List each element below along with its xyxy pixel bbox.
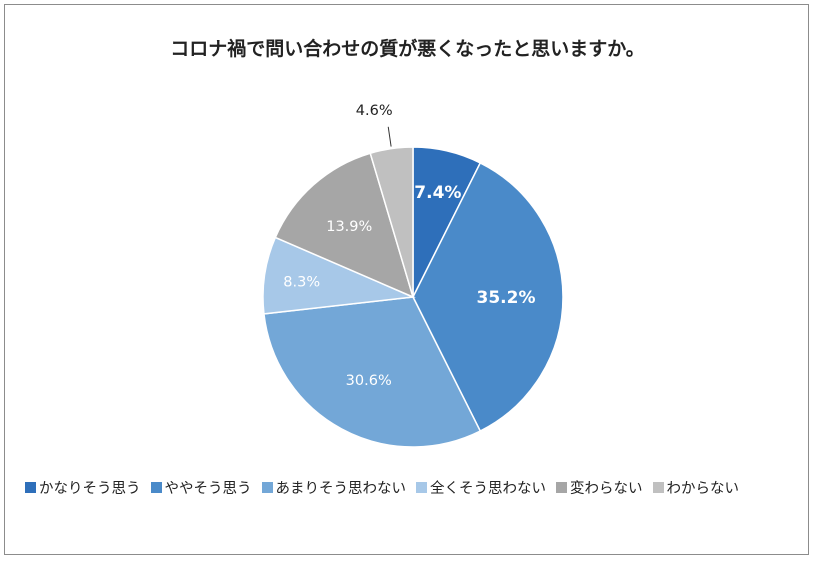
- legend-swatch: [652, 482, 664, 493]
- legend-swatch: [150, 482, 162, 493]
- leader-line: [387, 126, 392, 147]
- legend-item: 全くそう思わない: [416, 477, 546, 498]
- pie-slice-5: [274, 152, 415, 299]
- legend-label: ややそう思う: [164, 481, 252, 497]
- legend-label: わからない: [666, 481, 740, 497]
- data-label-3: 30.6%: [346, 373, 392, 389]
- legend-item: あまりそう思わない: [261, 477, 407, 498]
- pie-slice-2: [412, 161, 564, 433]
- data-label-2: 35.2%: [477, 288, 536, 308]
- legend-swatch: [556, 482, 567, 493]
- legend-item: ややそう思う: [150, 477, 252, 498]
- legend-swatch: [25, 482, 36, 493]
- data-label-5: 13.9%: [326, 219, 372, 235]
- legend-label: かなりそう思う: [39, 481, 141, 497]
- data-label-6: 4.6%: [356, 103, 393, 119]
- legend-item: 変わらない: [556, 477, 643, 498]
- legend-swatch: [261, 482, 273, 493]
- legend-label: 全くそう思わない: [430, 481, 546, 497]
- legend-item: かなりそう思う: [25, 477, 141, 498]
- data-label-1: 7.4%: [414, 183, 461, 203]
- pie-slice-6: [369, 146, 414, 298]
- data-label-4: 8.3%: [283, 274, 320, 290]
- legend: かなりそう思う ややそう思う あまりそう思わない 全くそう思わない 変わらない わからない: [25, 477, 739, 498]
- legend-label: あまりそう思わない: [275, 481, 407, 497]
- legend-item: わからない: [652, 477, 740, 498]
- legend-label: 変わらない: [570, 481, 643, 497]
- pie-slice-3: [263, 296, 482, 448]
- chart-title: コロナ禍で問い合わせの質が悪くなったと思いますか。: [170, 38, 645, 60]
- legend-swatch: [416, 482, 427, 493]
